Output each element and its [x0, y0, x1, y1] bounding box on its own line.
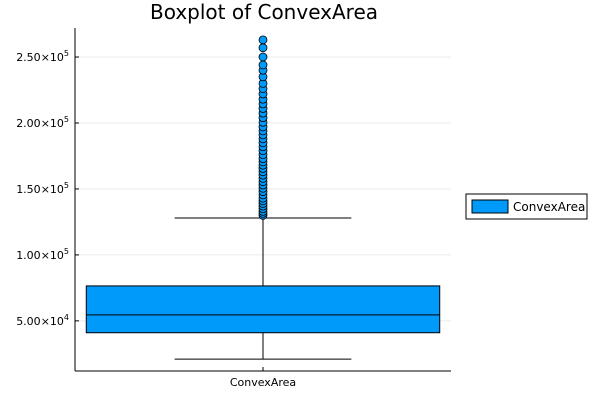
- chart-title: Boxplot of ConvexArea: [150, 0, 378, 24]
- outlier-points: [258, 35, 268, 220]
- outlier-point: [258, 43, 268, 53]
- outlier-point: [258, 52, 268, 62]
- legend: ConvexArea: [465, 193, 588, 220]
- iqr-box: [85, 285, 441, 334]
- y-tick-label: 2.00×105: [16, 115, 69, 130]
- outlier-point: [258, 60, 268, 70]
- tick-labels: 5.00×104 1.00×105 1.50×105 2.00×105 2.50×105…: [16, 49, 296, 389]
- legend-swatch: [471, 199, 509, 214]
- y-tick-label: 2.50×105: [16, 49, 69, 64]
- x-tick-label: ConvexArea: [230, 376, 296, 389]
- y-tick-label: 5.00×104: [16, 313, 69, 328]
- y-tick-label: 1.00×105: [16, 247, 69, 262]
- outlier-point: [258, 35, 268, 45]
- legend-label: ConvexArea: [513, 200, 585, 214]
- axes: [74, 28, 451, 372]
- box-series: [85, 217, 441, 360]
- y-tick-label: 1.50×105: [16, 181, 69, 196]
